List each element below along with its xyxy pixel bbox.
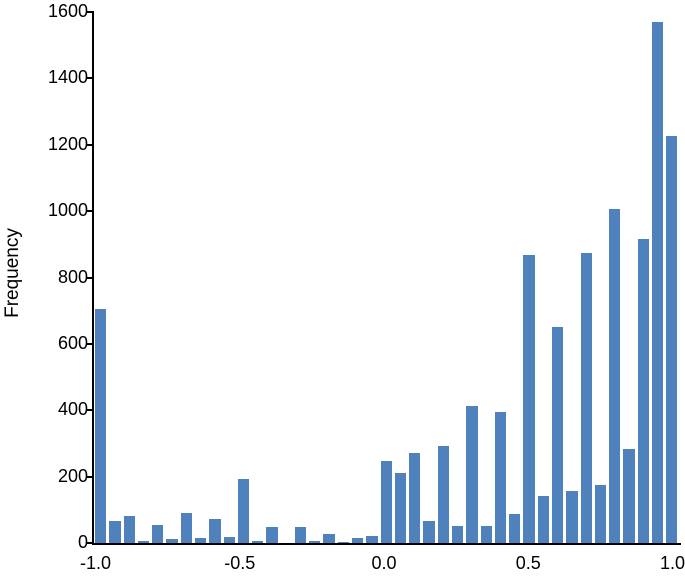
histogram-bar <box>609 209 621 543</box>
histogram-bar <box>109 521 121 543</box>
histogram-bar <box>537 495 549 543</box>
histogram-bar <box>223 537 235 543</box>
histogram-bar <box>580 253 592 543</box>
y-tick-mark <box>87 276 94 279</box>
histogram-bar <box>523 255 535 543</box>
histogram-bar <box>394 472 407 543</box>
x-tick-label: 1.0 <box>659 553 685 573</box>
histogram-bar <box>194 537 207 543</box>
histogram-bar <box>252 541 264 543</box>
histogram-bar <box>452 526 464 543</box>
histogram-bar <box>494 411 507 543</box>
y-tick-label: 600 <box>57 332 88 353</box>
histogram-bar <box>509 514 521 543</box>
histogram-bar <box>380 460 392 543</box>
histogram-bar <box>566 490 578 543</box>
histogram-bar <box>180 513 192 543</box>
y-tick-label: 1000 <box>47 200 88 221</box>
histogram-bar <box>637 239 649 543</box>
histogram-bar <box>651 22 664 543</box>
histogram-bar <box>623 449 635 543</box>
histogram-bar <box>437 446 449 543</box>
histogram-bar <box>123 516 135 543</box>
y-axis-line <box>92 11 94 545</box>
y-tick-mark <box>87 542 94 544</box>
histogram-bar <box>352 538 364 543</box>
x-tick-label: -1.0 <box>79 553 112 573</box>
y-tick-mark <box>87 409 94 412</box>
y-tick-label: 0 <box>77 532 88 552</box>
histogram-bar <box>137 540 150 543</box>
histogram-bar <box>551 327 564 543</box>
histogram-bar <box>480 525 492 543</box>
histogram-bar <box>152 525 164 543</box>
y-tick-label: 1600 <box>47 1 88 21</box>
histogram-bar <box>466 405 478 543</box>
x-axis-line <box>92 543 681 545</box>
histogram-bar <box>95 309 107 543</box>
histogram-bar <box>323 533 335 543</box>
y-axis-label: Frequency <box>2 228 23 318</box>
histogram-bar <box>366 535 378 543</box>
histogram-bar <box>266 527 278 543</box>
histogram-bar <box>309 541 321 543</box>
histogram-bar <box>409 453 421 543</box>
histogram-bar <box>209 519 221 543</box>
y-tick-label: 200 <box>57 465 88 486</box>
histogram-bar <box>294 527 307 543</box>
y-tick-label: 400 <box>57 399 88 420</box>
y-tick-mark <box>87 143 94 146</box>
y-tick-mark <box>87 77 94 80</box>
histogram-bar <box>594 484 607 543</box>
histogram-bar <box>337 542 350 543</box>
x-tick-label: 0.0 <box>371 553 397 573</box>
y-tick-mark <box>87 11 94 13</box>
x-tick-label: -0.5 <box>224 553 256 573</box>
y-tick-label: 1400 <box>47 67 88 88</box>
y-tick-label: 1200 <box>47 133 88 154</box>
histogram-bar <box>423 521 435 543</box>
y-tick-mark <box>87 475 94 478</box>
histogram-bar <box>666 136 678 543</box>
y-tick-label: 800 <box>57 266 88 287</box>
y-tick-mark <box>87 210 94 213</box>
histogram-bar <box>166 539 178 543</box>
x-tick-label: 0.5 <box>515 553 541 573</box>
histogram-bar <box>237 478 250 543</box>
y-tick-mark <box>87 342 94 345</box>
